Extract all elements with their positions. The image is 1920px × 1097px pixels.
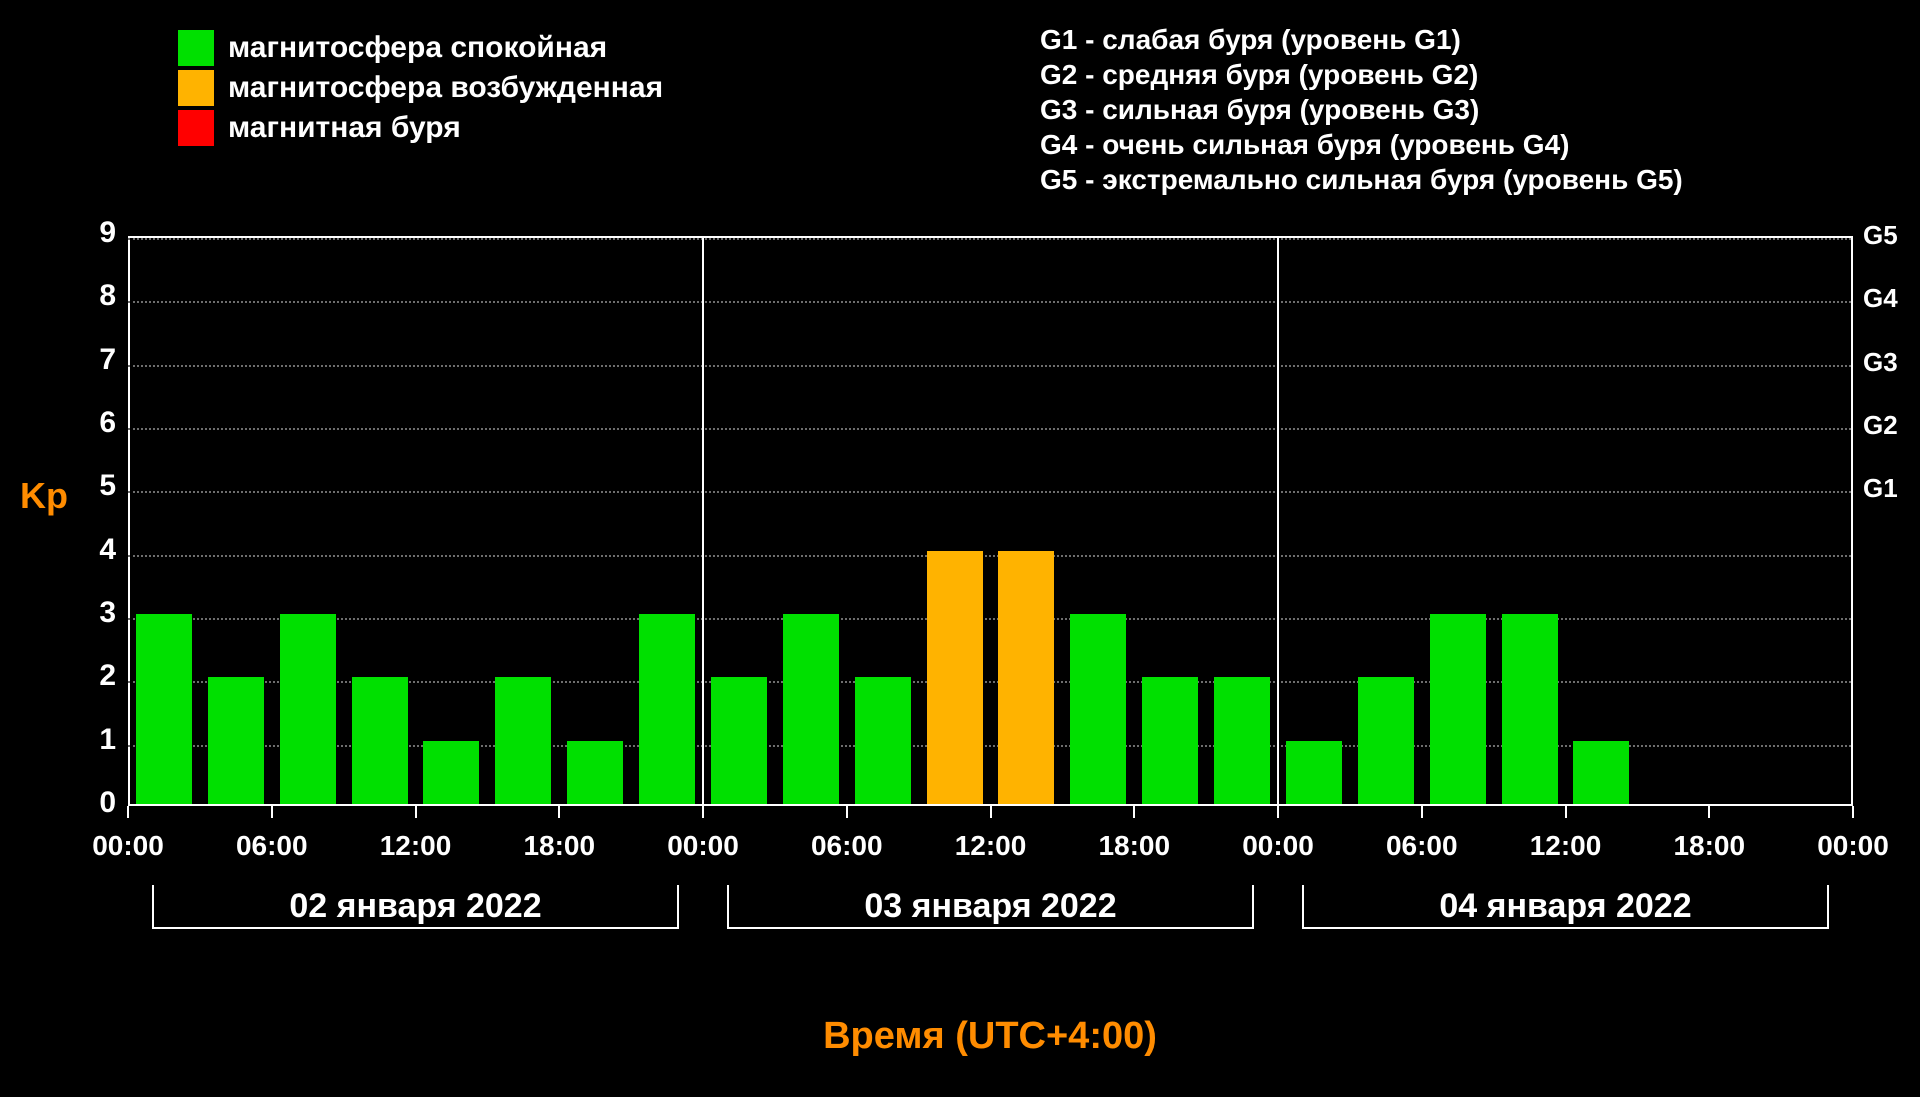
legend-item: магнитосфера спокойная [178,30,663,66]
date-label: 03 января 2022 [850,887,1130,926]
y-tick-label: 8 [86,279,116,313]
day-separator [1277,238,1279,804]
kp-bar [1358,677,1414,804]
x-tick-label: 12:00 [380,830,452,862]
g-scale-line: G4 - очень сильная буря (уровень G4) [1040,127,1683,162]
legend-swatch-calm [178,30,214,66]
kp-bar [280,614,336,804]
kp-bar [1286,741,1342,804]
x-tick-mark [702,806,704,818]
x-tick-mark [271,806,273,818]
x-tick-mark [1852,806,1854,818]
legend-item: магнитная буря [178,110,663,146]
kp-bar [567,741,623,804]
x-tick-label: 18:00 [1098,830,1170,862]
kp-bar [495,677,551,804]
kp-bar [1214,677,1270,804]
x-tick-label: 12:00 [955,830,1027,862]
kp-bar [927,551,983,804]
legend-swatch-storm [178,110,214,146]
g-level-label: G2 [1863,410,1898,441]
g-scale-line: G5 - экстремально сильная буря (уровень … [1040,162,1683,197]
g-level-label: G1 [1863,473,1898,504]
x-axis-label: Время (UTC+4:00) [823,1015,1157,1058]
legend-label: магнитная буря [228,111,461,145]
grid-line [128,555,1851,557]
x-tick-mark [558,806,560,818]
grid-line [128,365,1851,367]
x-tick-label: 06:00 [236,830,308,862]
date-label: 02 января 2022 [275,887,555,926]
y-axis-line [128,238,130,804]
kp-bar [783,614,839,804]
kp-bar [1502,614,1558,804]
y-tick-label: 4 [86,533,116,567]
y-axis-label: Kp [20,475,68,517]
g-level-label: G3 [1863,347,1898,378]
y-tick-label: 5 [86,469,116,503]
x-tick-label: 00:00 [1242,830,1314,862]
g-scale-line: G3 - сильная буря (уровень G3) [1040,92,1683,127]
legend-label: магнитосфера спокойная [228,31,607,65]
kp-bar [855,677,911,804]
x-tick-mark [415,806,417,818]
x-tick-mark [846,806,848,818]
y-tick-label: 9 [86,216,116,250]
kp-bar [1142,677,1198,804]
plot-area [128,236,1853,806]
grid-line [128,428,1851,430]
x-tick-label: 06:00 [811,830,883,862]
kp-bar [1070,614,1126,804]
x-tick-label: 18:00 [523,830,595,862]
x-tick-label: 00:00 [667,830,739,862]
y-tick-label: 6 [86,406,116,440]
grid-line [128,301,1851,303]
x-tick-mark [990,806,992,818]
grid-line [128,238,1851,240]
x-tick-mark [1133,806,1135,818]
x-tick-mark [1708,806,1710,818]
g-level-label: G4 [1863,283,1898,314]
y-tick-label: 1 [86,723,116,757]
kp-bar [711,677,767,804]
x-tick-label: 06:00 [1386,830,1458,862]
g-scale-description: G1 - слабая буря (уровень G1) G2 - средн… [1040,22,1683,197]
y-tick-label: 3 [86,596,116,630]
g-level-label: G5 [1863,220,1898,251]
x-tick-mark [1565,806,1567,818]
x-tick-label: 00:00 [1817,830,1889,862]
kp-bar [1573,741,1629,804]
x-tick-mark [1277,806,1279,818]
kp-bar [352,677,408,804]
y-tick-label: 2 [86,659,116,693]
kp-bar [1430,614,1486,804]
kp-bar [208,677,264,804]
x-tick-mark [127,806,129,818]
grid-line [128,618,1851,620]
y-tick-label: 7 [86,343,116,377]
kp-bar [136,614,192,804]
kp-bar [639,614,695,804]
legend-label: магнитосфера возбужденная [228,71,663,105]
x-tick-label: 12:00 [1530,830,1602,862]
kp-bar [998,551,1054,804]
legend-item: магнитосфера возбужденная [178,70,663,106]
kp-bar [423,741,479,804]
kp-chart-page: магнитосфера спокойная магнитосфера возб… [0,0,1920,1097]
x-tick-mark [1421,806,1423,818]
g-scale-line: G1 - слабая буря (уровень G1) [1040,22,1683,57]
g-scale-line: G2 - средняя буря (уровень G2) [1040,57,1683,92]
date-label: 04 января 2022 [1425,887,1705,926]
grid-line [128,491,1851,493]
x-tick-label: 18:00 [1673,830,1745,862]
legend: магнитосфера спокойная магнитосфера возб… [178,30,663,150]
day-separator [702,238,704,804]
x-tick-label: 00:00 [92,830,164,862]
y-tick-label: 0 [86,786,116,820]
legend-swatch-disturbed [178,70,214,106]
